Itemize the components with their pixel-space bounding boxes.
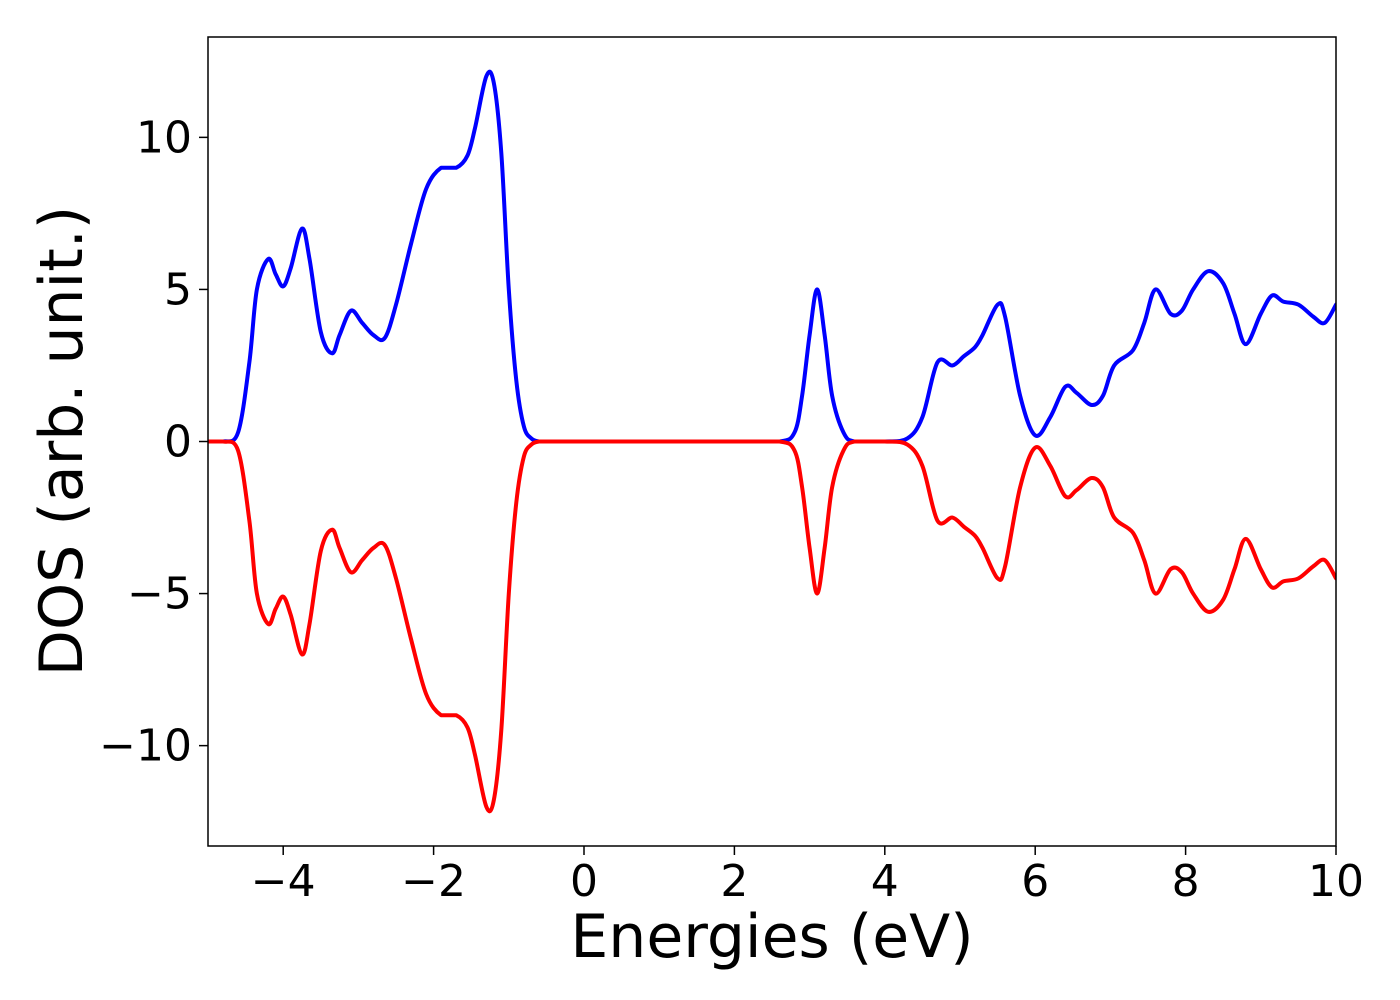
series-line-0 — [208, 69, 1336, 444]
y-tick-label: −5 — [127, 569, 192, 620]
x-axis-label: Energies (eV) — [570, 902, 973, 972]
series-layer — [208, 69, 1336, 814]
x-tick-label: −2 — [401, 856, 466, 907]
y-axis-label: DOS (arb. unit.) — [27, 206, 97, 676]
x-tick-label: 0 — [570, 856, 598, 907]
x-tick-label: 2 — [720, 856, 748, 907]
y-tick-label: −10 — [99, 721, 192, 772]
y-tick-label: 10 — [136, 112, 192, 163]
y-tick-label: 5 — [164, 264, 192, 315]
x-tick-label: 10 — [1308, 856, 1364, 907]
x-tick-label: 6 — [1021, 856, 1049, 907]
x-tick-label: 8 — [1172, 856, 1200, 907]
y-tick-label: 0 — [164, 417, 192, 468]
y-axis-ticks: −10 −5 0 5 10 — [99, 112, 208, 772]
x-axis-ticks: −4 −2 0 2 4 6 8 10 — [251, 846, 1364, 907]
x-tick-label: −4 — [251, 856, 316, 907]
series-line-1 — [208, 439, 1336, 814]
x-tick-label: 4 — [871, 856, 899, 907]
